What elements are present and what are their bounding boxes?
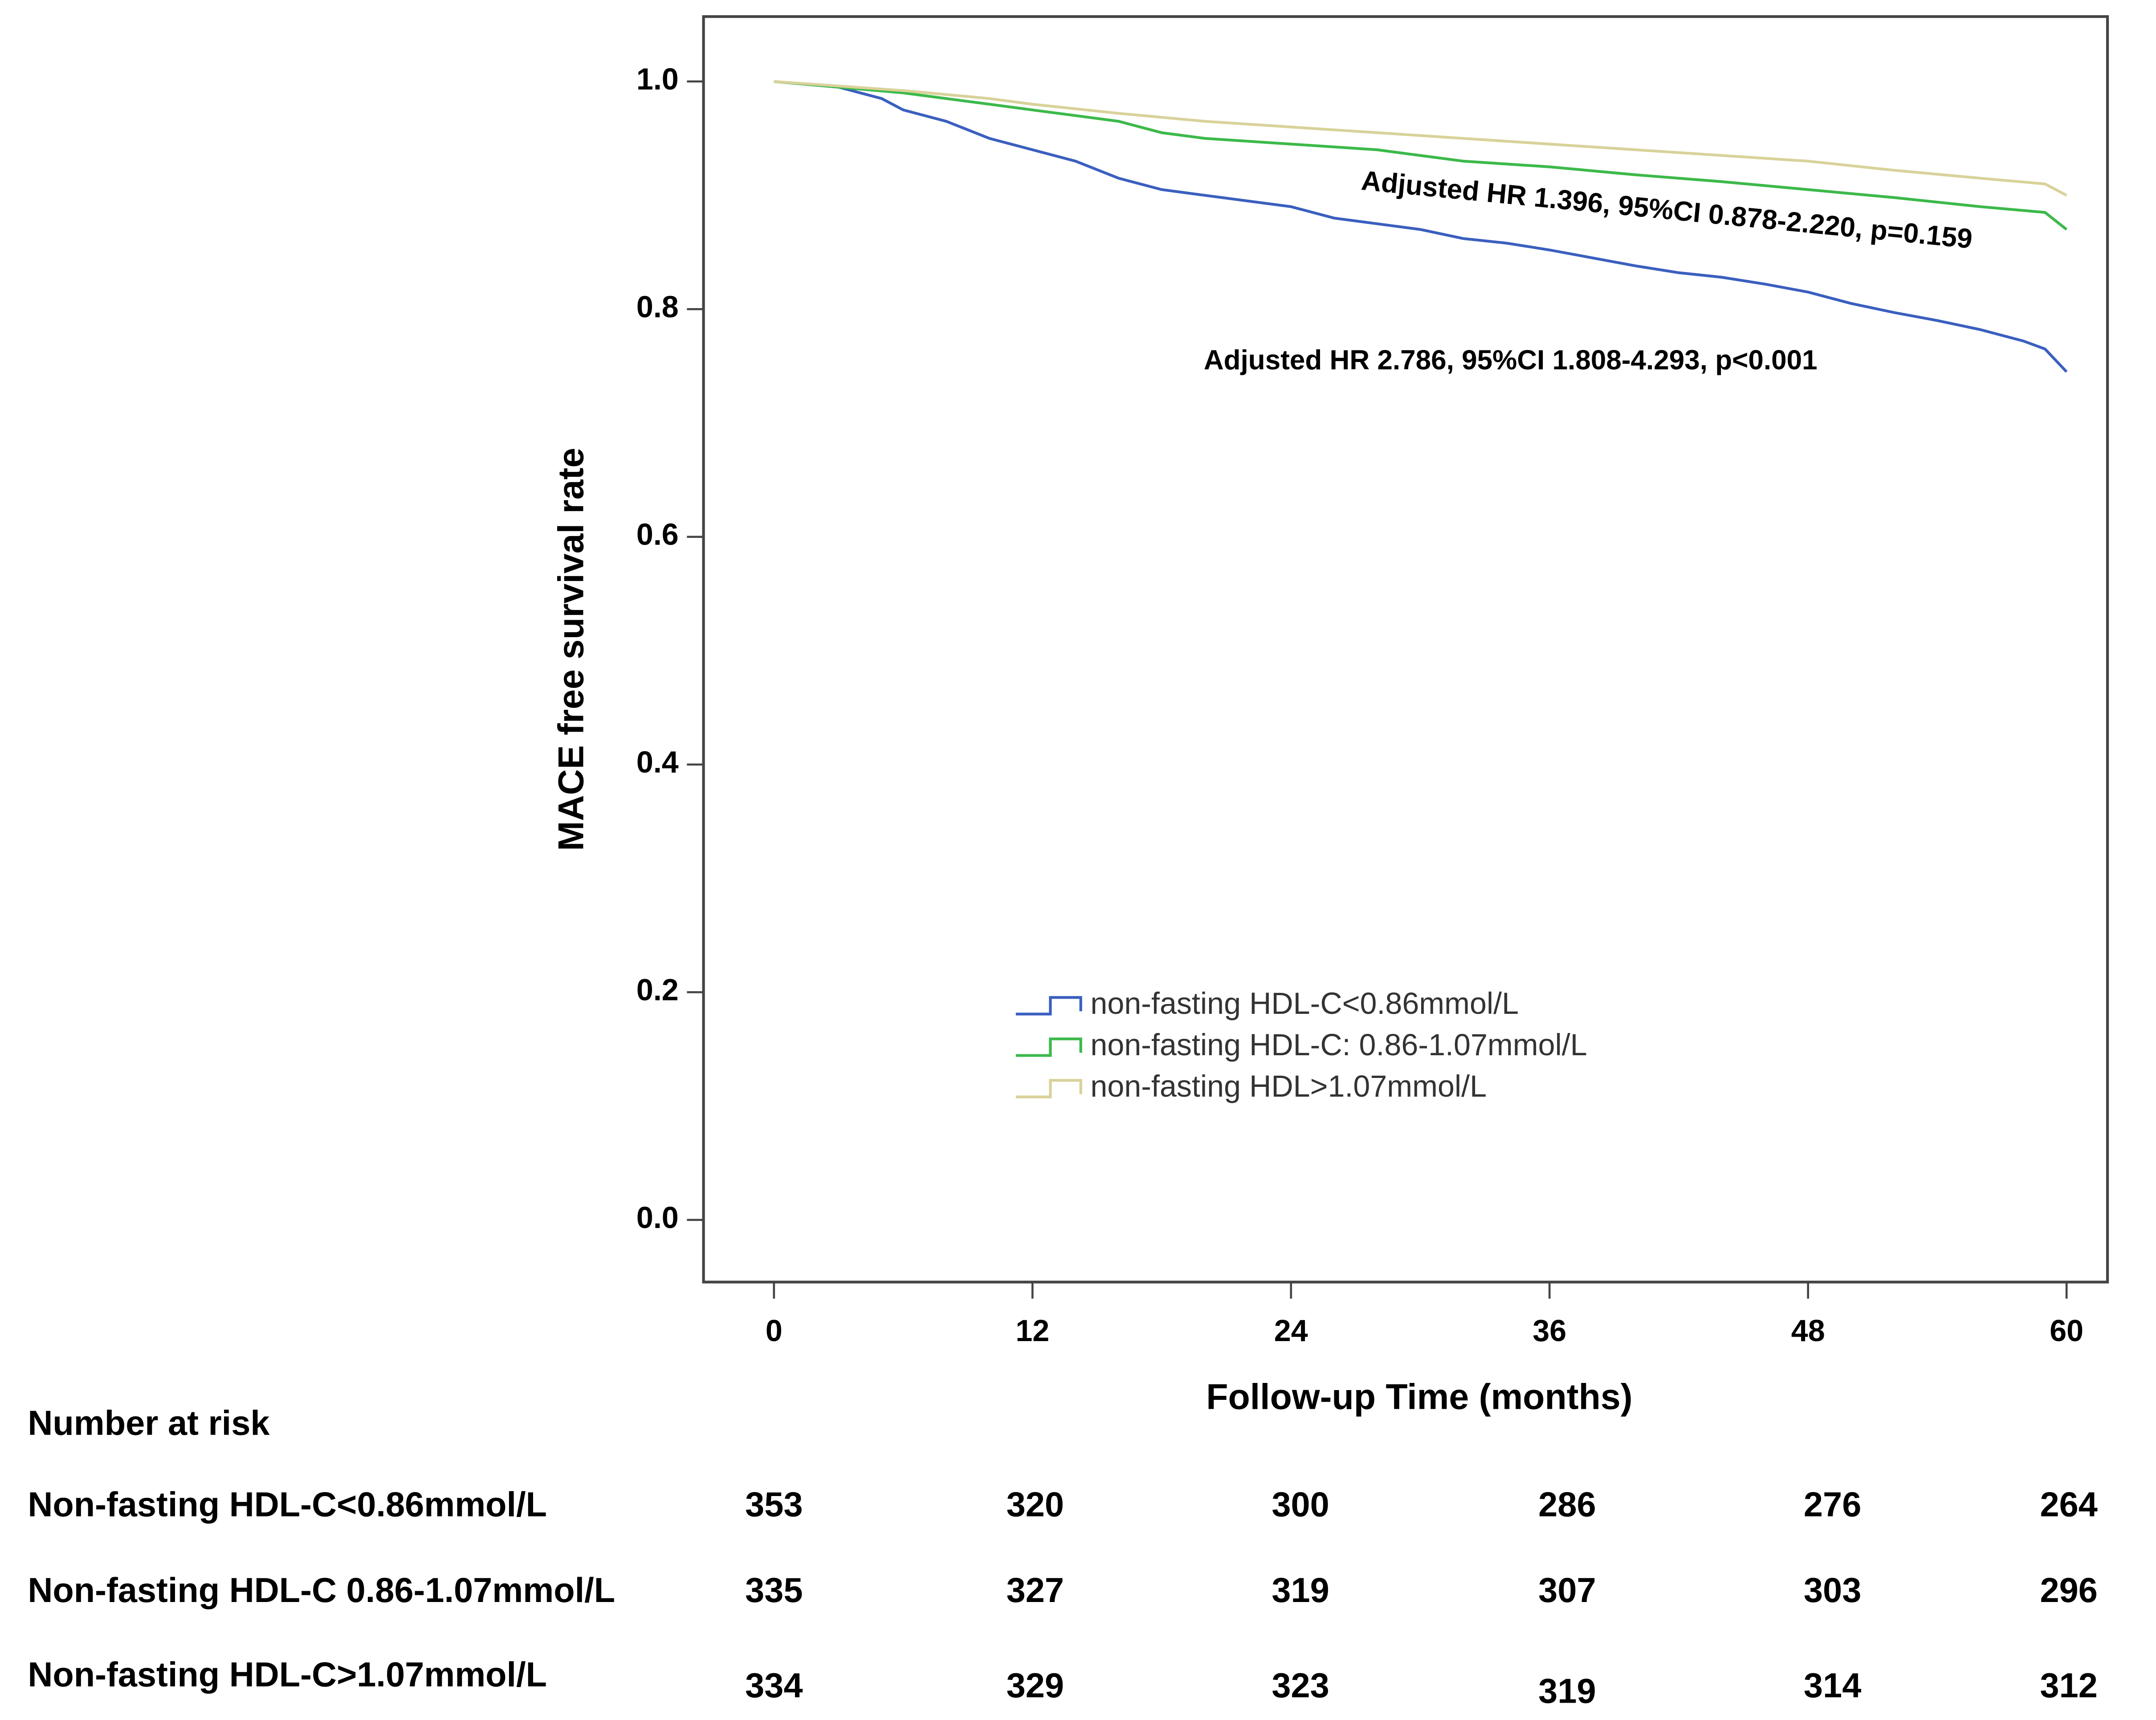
risk-count: 307 (1538, 1571, 1596, 1610)
risk-count: 353 (745, 1486, 803, 1524)
legend-label: non-fasting HDL>1.07mmol/L (1090, 1069, 1487, 1103)
x-tick-label: 0 (766, 1314, 783, 1348)
risk-count: 303 (1804, 1571, 1861, 1610)
y-tick-label: 0.2 (636, 973, 679, 1007)
risk-row-label: Non-fasting HDL-C 0.86-1.07mmol/L (28, 1571, 615, 1610)
legend-label: non-fasting HDL-C<0.86mmol/L (1090, 987, 1519, 1021)
risk-table-title: Number at risk (28, 1404, 270, 1443)
y-tick-label: 0.0 (636, 1201, 679, 1235)
risk-count: 300 (1272, 1486, 1329, 1524)
legend-swatch (1015, 996, 1082, 1016)
risk-row-label: Non-fasting HDL-C>1.07mmol/L (28, 1655, 547, 1694)
legend-swatch (1015, 1037, 1082, 1057)
y-tick-label: 0.6 (636, 518, 679, 552)
y-tick-label: 1.0 (636, 62, 679, 96)
survival-curve (774, 80, 2067, 197)
risk-count: 323 (1272, 1667, 1329, 1705)
risk-count: 296 (2040, 1571, 2098, 1610)
x-axis-label: Follow-up Time (months) (1206, 1377, 1632, 1417)
y-axis-label: MACE free survival rate (551, 448, 591, 851)
risk-count: 314 (1804, 1667, 1861, 1705)
risk-count: 286 (1538, 1486, 1596, 1524)
risk-count: 334 (745, 1667, 803, 1705)
risk-count: 329 (1007, 1667, 1064, 1705)
risk-count: 264 (2040, 1486, 2098, 1524)
risk-count: 312 (2040, 1667, 2098, 1705)
x-tick-label: 12 (1015, 1314, 1049, 1348)
risk-count: 335 (745, 1571, 803, 1610)
y-tick-label: 0.8 (636, 290, 679, 324)
risk-count: 319 (1538, 1672, 1596, 1711)
risk-row-label: Non-fasting HDL-C<0.86mmol/L (28, 1486, 547, 1524)
x-tick-label: 36 (1532, 1314, 1566, 1348)
risk-count: 319 (1272, 1571, 1329, 1610)
survival-curve (774, 80, 2068, 373)
x-tick-label: 24 (1274, 1314, 1308, 1348)
risk-count: 320 (1007, 1486, 1064, 1524)
legend-label: non-fasting HDL-C: 0.86-1.07mmol/L (1090, 1028, 1587, 1062)
risk-count: 276 (1804, 1486, 1861, 1524)
risk-count: 327 (1007, 1571, 1064, 1610)
annotation: Adjusted HR 2.786, 95%CI 1.808-4.293, p<… (1204, 345, 1818, 375)
legend-swatch (1015, 1079, 1082, 1098)
x-tick-label: 48 (1791, 1314, 1825, 1348)
y-tick-label: 0.4 (636, 745, 679, 779)
x-tick-label: 60 (2050, 1314, 2083, 1348)
survival-curve (774, 80, 2068, 231)
